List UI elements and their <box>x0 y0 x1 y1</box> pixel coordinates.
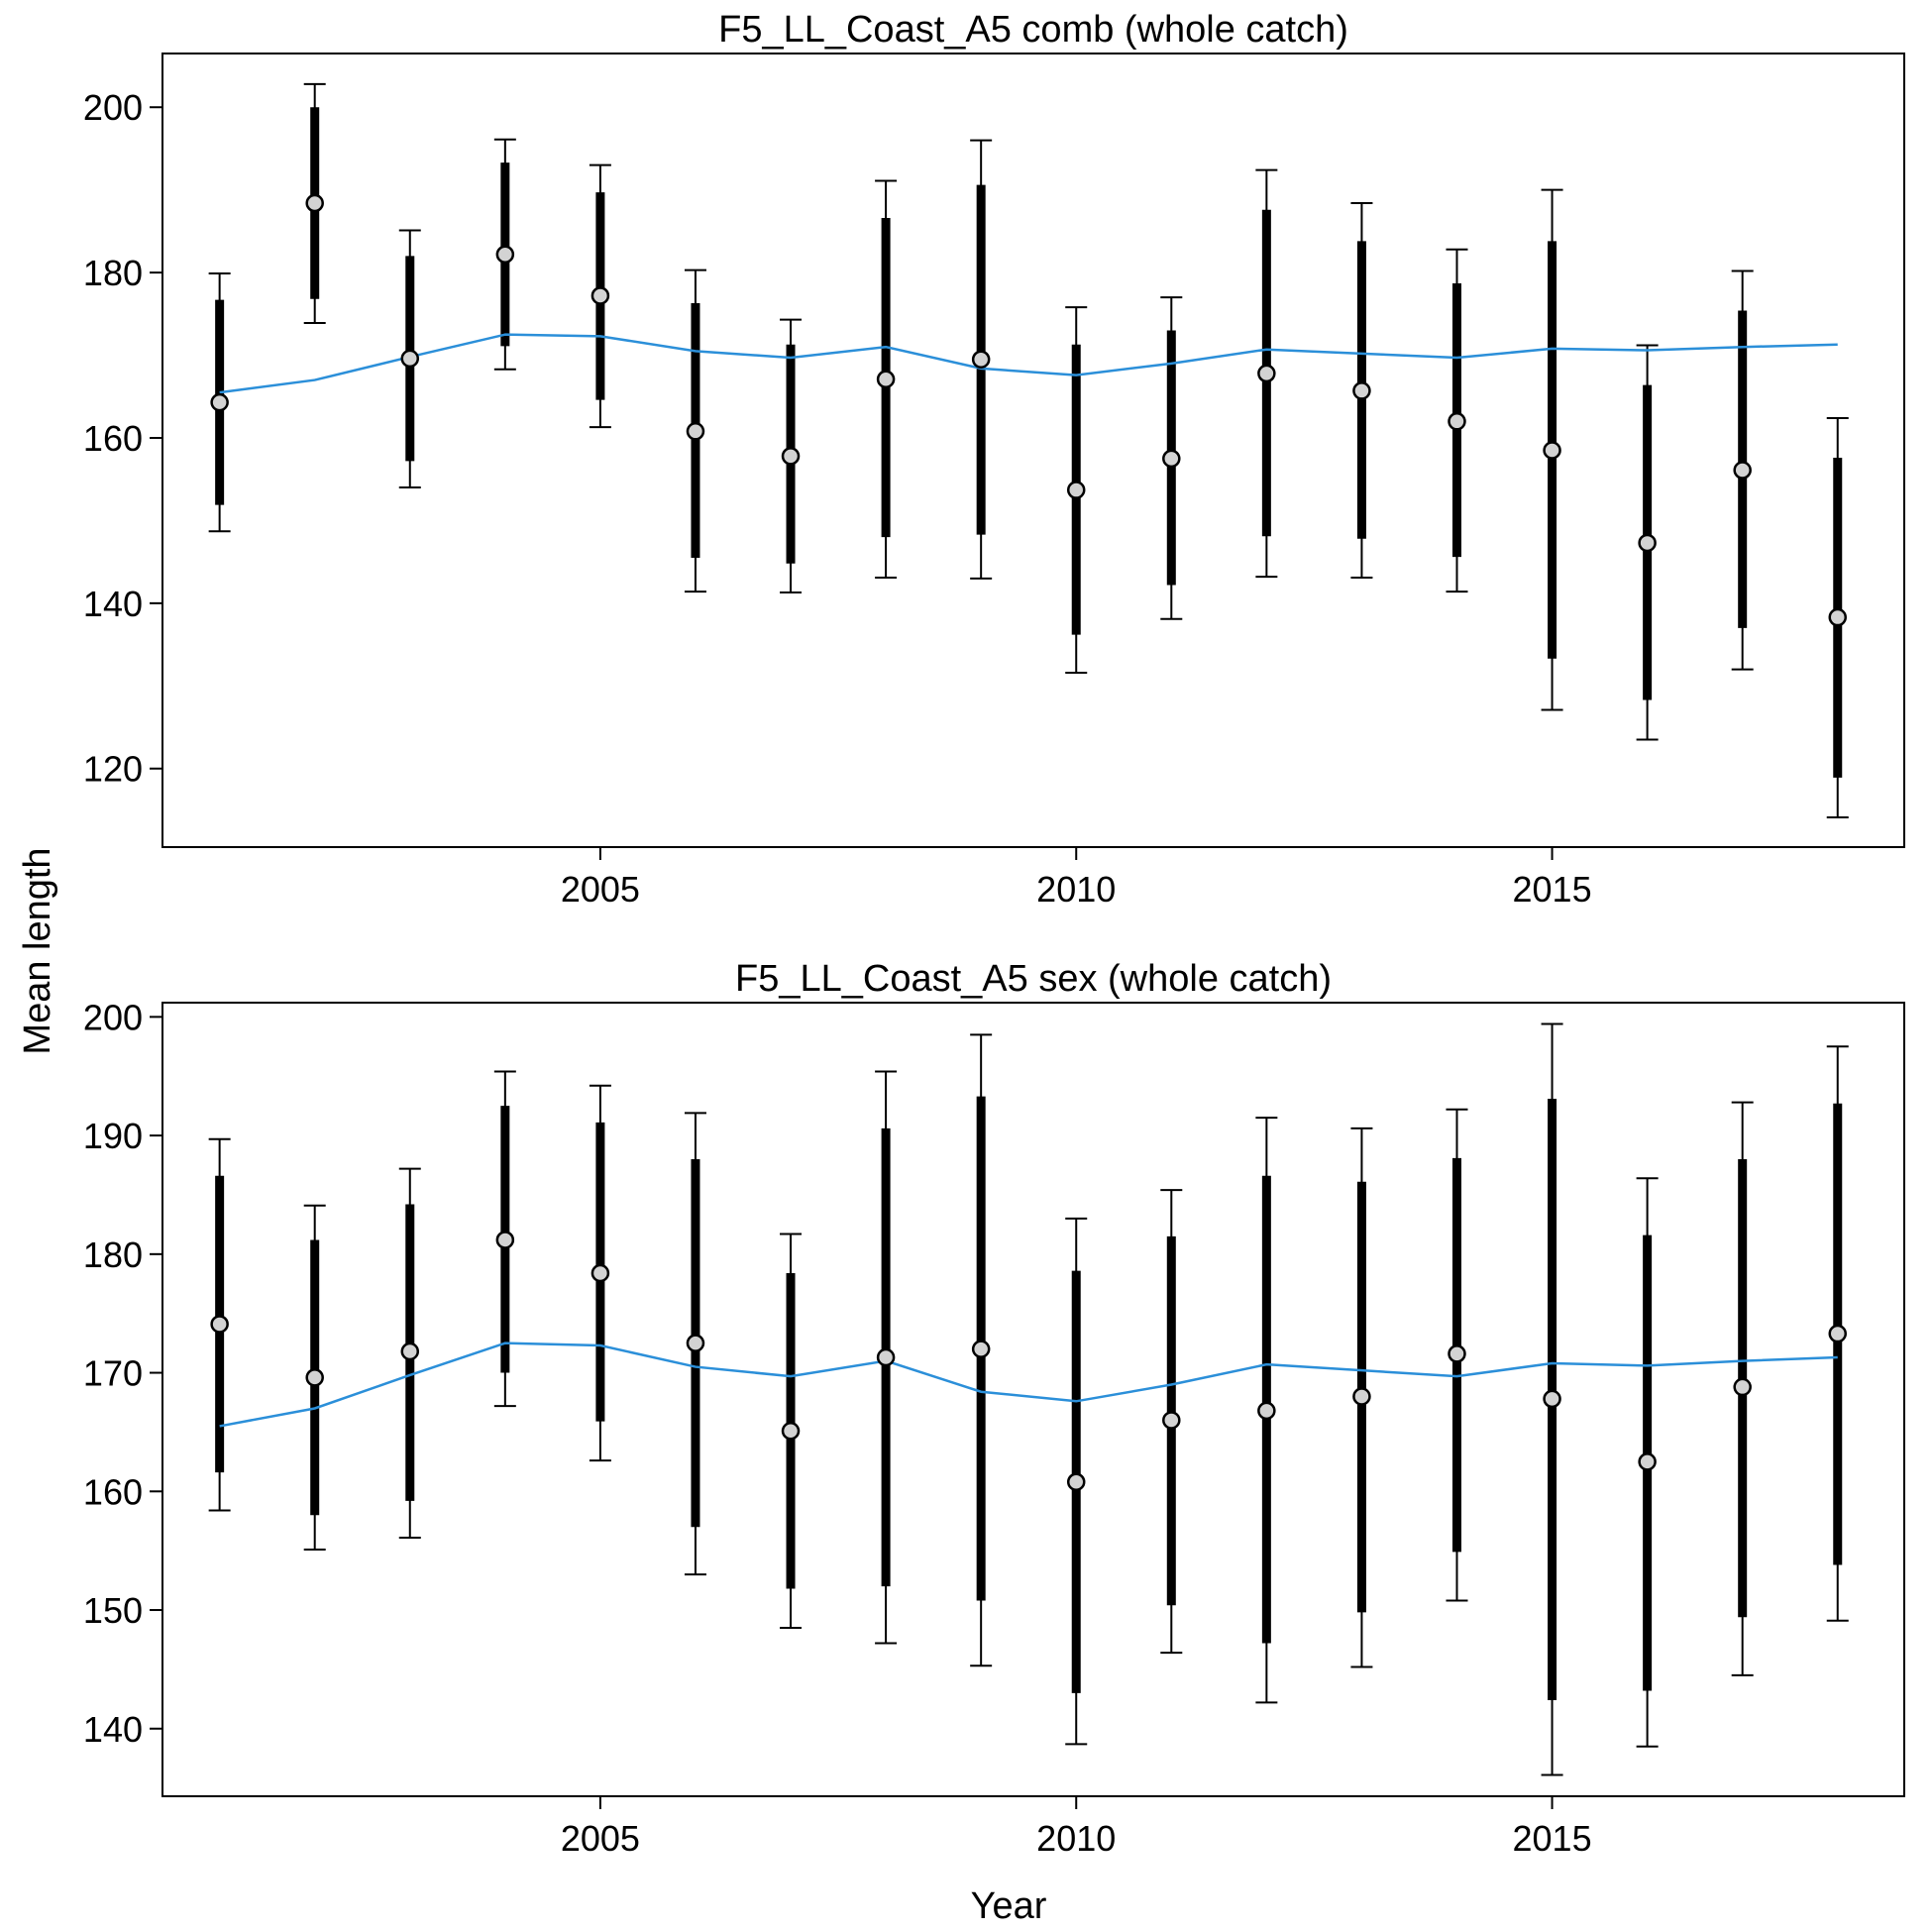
plot-frame <box>161 53 1905 848</box>
error-bars <box>208 82 1849 818</box>
data-point <box>781 1421 801 1441</box>
x-axis: 2005 2010 2015 <box>561 847 1592 910</box>
data-point <box>1733 461 1752 480</box>
data-point <box>971 350 991 369</box>
y-tick-label: 150 <box>83 1590 143 1631</box>
data-point <box>1543 441 1561 460</box>
data-point <box>876 370 896 388</box>
chart-panel-comb: F5_LL_Coast_A5 comb (whole catch) 120 140… <box>83 9 1905 910</box>
data-point <box>1162 449 1181 469</box>
x-tick-label: 2010 <box>1036 1818 1116 1859</box>
data-point <box>686 1334 705 1352</box>
y-axis-label: Mean length <box>17 847 58 1054</box>
expected-length-line <box>219 1342 1838 1428</box>
y-tick-label: 140 <box>83 1709 143 1750</box>
data-point <box>495 1231 515 1249</box>
y-tick-label: 170 <box>83 1353 143 1394</box>
plot-frame <box>161 1002 1905 1797</box>
expected-length-line <box>219 333 1838 394</box>
x-tick-label: 2005 <box>561 869 640 910</box>
x-axis: 2005 2010 2015 <box>561 1796 1592 1859</box>
y-tick-label: 200 <box>83 997 143 1037</box>
data-point <box>1828 1324 1848 1343</box>
y-tick-label: 200 <box>83 87 143 128</box>
y-tick-label: 190 <box>83 1116 143 1156</box>
observed-points <box>210 193 1848 627</box>
data-point <box>400 349 420 369</box>
x-tick-label: 2010 <box>1036 869 1116 910</box>
data-point <box>876 1347 896 1367</box>
x-tick-label: 2015 <box>1513 1818 1592 1859</box>
y-tick-label: 160 <box>83 1471 143 1512</box>
data-point <box>686 422 705 441</box>
data-point <box>305 1368 324 1387</box>
data-point <box>1066 481 1086 499</box>
y-tick-label: 160 <box>83 418 143 459</box>
chart-panel-sex: F5_LL_Coast_A5 sex (whole catch) 1401501… <box>83 958 1905 1859</box>
chart-title: F5_LL_Coast_A5 sex (whole catch) <box>735 958 1332 1000</box>
data-point <box>1257 1401 1276 1421</box>
data-point <box>210 392 229 412</box>
data-point <box>1638 1452 1657 1471</box>
data-point <box>1352 1387 1371 1406</box>
data-point <box>971 1340 991 1358</box>
y-axis: 140 150 160 170 180 190 200 <box>83 997 162 1750</box>
y-tick-label: 140 <box>83 584 143 624</box>
data-point <box>590 1263 610 1283</box>
x-tick-label: 2015 <box>1513 869 1592 910</box>
observed-points <box>210 1231 1848 1491</box>
y-tick-label: 180 <box>83 1234 143 1275</box>
data-point <box>1352 381 1371 400</box>
data-point <box>1828 607 1848 627</box>
y-tick-label: 120 <box>83 749 143 790</box>
x-tick-label: 2005 <box>561 1818 640 1859</box>
data-point <box>1638 533 1657 553</box>
data-point <box>590 286 610 305</box>
data-point <box>1733 1377 1752 1397</box>
data-point <box>781 447 801 466</box>
chart-title: F5_LL_Coast_A5 comb (whole catch) <box>718 9 1348 51</box>
error-bars <box>208 1022 1849 1776</box>
data-point <box>1066 1472 1086 1491</box>
data-point <box>305 193 324 213</box>
data-point <box>400 1342 420 1361</box>
data-point <box>1543 1389 1561 1409</box>
y-axis: 120 140 160 180 200 <box>83 87 162 790</box>
data-point <box>495 245 515 265</box>
x-axis-label: Year <box>971 1885 1047 1927</box>
data-point <box>1448 412 1466 431</box>
data-point <box>1448 1344 1466 1363</box>
data-point <box>1162 1411 1181 1430</box>
y-tick-label: 180 <box>83 253 143 293</box>
data-point <box>210 1315 229 1334</box>
data-point <box>1257 364 1276 383</box>
